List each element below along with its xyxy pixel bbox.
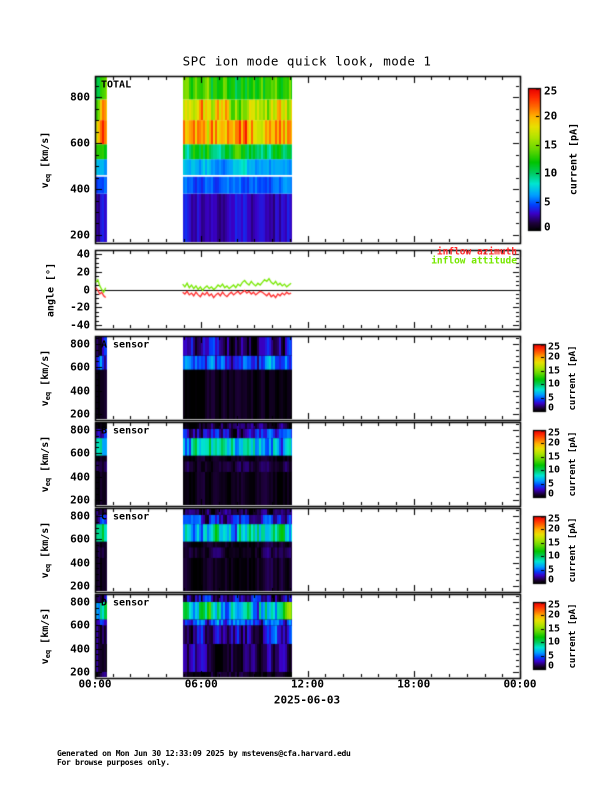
colorbar-tick-total-10: 10 — [544, 166, 558, 180]
colorbar-tick-sensor-a-15: 15 — [548, 365, 561, 377]
colorbar-label-total: current [pA] — [568, 122, 580, 196]
colorbar-tick-sensor-c-15: 15 — [548, 537, 561, 549]
page-title: SPC ion mode quick look, mode 1 — [182, 53, 432, 69]
colorbar-tick-sensor-b-5: 5 — [548, 478, 555, 490]
y-tick-sensor-a-600: 600 — [70, 360, 90, 374]
colorbar-tick-total-5: 5 — [544, 195, 551, 209]
colorbar-tick-sensor-c-10: 10 — [548, 550, 561, 562]
colorbar-tick-sensor-c-5: 5 — [548, 564, 555, 576]
colorbar-tick-sensor-a-25: 25 — [548, 341, 561, 353]
x-tick-label-1: 06:00 — [184, 677, 218, 691]
panel-label-sensor-a: A sensor — [101, 339, 150, 351]
x-tick-label-4: 00:00 — [503, 677, 537, 691]
y-tick-sensor-c-800: 800 — [70, 509, 90, 523]
y-tick-angle-0: 0 — [83, 283, 90, 296]
y-axis-label-sensor-c: veq [km/s] — [40, 521, 52, 579]
y-tick-sensor-a-200: 200 — [70, 407, 90, 421]
y-tick-total-600: 600 — [70, 136, 90, 150]
panel-label-sensor-c: C sensor — [101, 511, 150, 523]
colorbar-tick-sensor-b-20: 20 — [548, 437, 561, 449]
colorbar-tick-sensor-d-0: 0 — [548, 660, 555, 672]
colorbar-tick-total-25: 25 — [544, 84, 558, 98]
colorbar-tick-sensor-c-25: 25 — [548, 513, 561, 525]
y-tick-sensor-b-400: 400 — [70, 470, 90, 484]
colorbar-tick-sensor-b-0: 0 — [548, 488, 555, 500]
y-axis-label-angle: angle [°] — [45, 262, 57, 317]
footer-generated-line: Generated on Mon Jun 30 12:33:09 2025 by… — [57, 749, 351, 758]
y-tick-sensor-c-200: 200 — [70, 579, 90, 593]
x-tick-label-3: 18:00 — [397, 677, 431, 691]
colorbar-tick-sensor-c-20: 20 — [548, 523, 561, 535]
y-tick-sensor-d-800: 800 — [70, 595, 90, 609]
y-tick-angle--40: -40 — [70, 318, 90, 332]
y-tick-sensor-c-400: 400 — [70, 556, 90, 570]
colorbar-label-sensor-b: current [pA] — [568, 430, 578, 497]
y-tick-angle-40: 40 — [76, 247, 90, 261]
colorbar-tick-sensor-d-10: 10 — [548, 636, 561, 648]
colorbar-tick-sensor-a-0: 0 — [548, 402, 555, 414]
y-axis-label-sensor-b: veq [km/s] — [40, 435, 52, 493]
colorbar-label-sensor-d: current [pA] — [568, 602, 578, 669]
y-tick-sensor-d-200: 200 — [70, 665, 90, 679]
colorbar-tick-sensor-d-15: 15 — [548, 623, 561, 635]
x-tick-label-0: 00:00 — [78, 677, 112, 691]
colorbar-tick-sensor-d-20: 20 — [548, 609, 561, 621]
colorbar-tick-sensor-d-25: 25 — [548, 599, 561, 611]
footer-browse-line: For browse purposes only. — [57, 758, 170, 767]
colorbar-label-sensor-a: current [pA] — [568, 344, 578, 411]
colorbar-tick-total-0: 0 — [544, 220, 551, 234]
y-axis-label-total: veq [km/s] — [40, 131, 52, 188]
colorbar-tick-sensor-a-5: 5 — [548, 392, 555, 404]
panel-label-total: TOTAL — [101, 79, 132, 91]
x-tick-label-2: 12:00 — [290, 677, 325, 691]
legend-inflow-attitude: inflow attitude — [431, 255, 517, 267]
y-tick-angle--20: -20 — [70, 300, 90, 314]
panel-label-sensor-b: B sensor — [101, 425, 150, 437]
y-tick-sensor-a-400: 400 — [70, 384, 90, 398]
y-tick-sensor-a-800: 800 — [70, 337, 90, 351]
y-tick-sensor-c-600: 600 — [70, 532, 90, 546]
legend-inflow-azimuth: inflow azimuth — [436, 246, 517, 258]
colorbar-tick-sensor-b-25: 25 — [548, 427, 561, 439]
colorbar-tick-sensor-a-10: 10 — [548, 378, 561, 390]
colorbar-tick-total-20: 20 — [544, 109, 558, 123]
colorbar-tick-sensor-b-15: 15 — [548, 451, 561, 463]
colorbar-tick-total-15: 15 — [544, 138, 558, 152]
y-tick-total-800: 800 — [70, 90, 90, 104]
y-tick-sensor-b-600: 600 — [70, 446, 90, 460]
colorbar-label-sensor-c: current [pA] — [568, 516, 578, 583]
colorbar-tick-sensor-a-20: 20 — [548, 351, 561, 363]
panel-label-sensor-d: D sensor — [101, 597, 150, 609]
colorbar-tick-sensor-c-0: 0 — [548, 574, 555, 586]
y-tick-sensor-b-800: 800 — [70, 423, 90, 437]
y-tick-total-200: 200 — [70, 228, 90, 242]
y-axis-label-sensor-a: veq [km/s] — [40, 349, 52, 407]
colorbar-tick-sensor-b-10: 10 — [548, 464, 561, 476]
y-tick-sensor-d-400: 400 — [70, 642, 90, 656]
y-tick-angle-20: 20 — [76, 265, 90, 279]
x-axis-date-label: 2025-06-03 — [273, 693, 341, 707]
y-axis-label-sensor-d: veq [km/s] — [40, 607, 52, 665]
y-tick-total-400: 400 — [70, 182, 90, 196]
colorbar-tick-sensor-d-5: 5 — [548, 650, 555, 662]
y-tick-sensor-d-600: 600 — [70, 618, 90, 632]
y-tick-sensor-b-200: 200 — [70, 493, 90, 507]
